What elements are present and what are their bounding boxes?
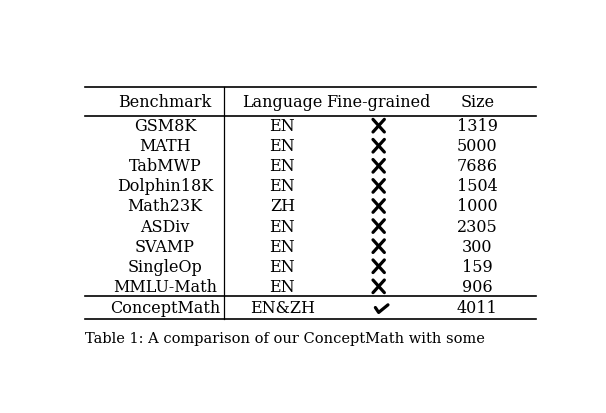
Text: TabMWP: TabMWP xyxy=(128,158,201,175)
Text: Dolphin18K: Dolphin18K xyxy=(117,178,213,195)
Text: EN&ZH: EN&ZH xyxy=(250,299,315,316)
Text: Language: Language xyxy=(242,94,322,111)
Text: GSM8K: GSM8K xyxy=(134,118,196,135)
Text: Benchmark: Benchmark xyxy=(118,94,211,111)
Text: ZH: ZH xyxy=(270,198,295,215)
Text: EN: EN xyxy=(270,258,295,275)
Text: 4011: 4011 xyxy=(457,299,498,316)
Text: Math23K: Math23K xyxy=(127,198,202,215)
Text: 300: 300 xyxy=(462,238,493,255)
Text: 1504: 1504 xyxy=(457,178,498,195)
Text: EN: EN xyxy=(270,278,295,295)
Text: 5000: 5000 xyxy=(457,138,498,155)
Text: Table 1: A comparison of our ConceptMath with some: Table 1: A comparison of our ConceptMath… xyxy=(85,332,485,346)
Text: 2305: 2305 xyxy=(457,218,498,235)
Text: 7686: 7686 xyxy=(457,158,498,175)
Text: Size: Size xyxy=(460,94,494,111)
Text: 159: 159 xyxy=(462,258,493,275)
Text: ConceptMath: ConceptMath xyxy=(110,299,220,316)
Text: EN: EN xyxy=(270,138,295,155)
Text: EN: EN xyxy=(270,118,295,135)
Text: SingleOp: SingleOp xyxy=(128,258,202,275)
Text: SVAMP: SVAMP xyxy=(135,238,195,255)
Text: ASDiv: ASDiv xyxy=(141,218,190,235)
Text: EN: EN xyxy=(270,218,295,235)
Text: Fine-grained: Fine-grained xyxy=(327,94,431,111)
Text: EN: EN xyxy=(270,178,295,195)
Text: 1000: 1000 xyxy=(457,198,498,215)
Text: MMLU-Math: MMLU-Math xyxy=(113,278,217,295)
Text: EN: EN xyxy=(270,238,295,255)
Text: 1319: 1319 xyxy=(457,118,498,135)
Text: EN: EN xyxy=(270,158,295,175)
Text: 906: 906 xyxy=(462,278,493,295)
Text: MATH: MATH xyxy=(139,138,191,155)
